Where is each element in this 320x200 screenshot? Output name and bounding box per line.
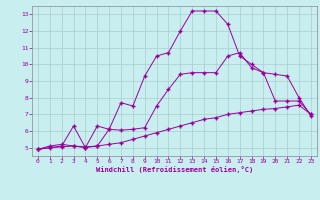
X-axis label: Windchill (Refroidissement éolien,°C): Windchill (Refroidissement éolien,°C) xyxy=(96,166,253,173)
